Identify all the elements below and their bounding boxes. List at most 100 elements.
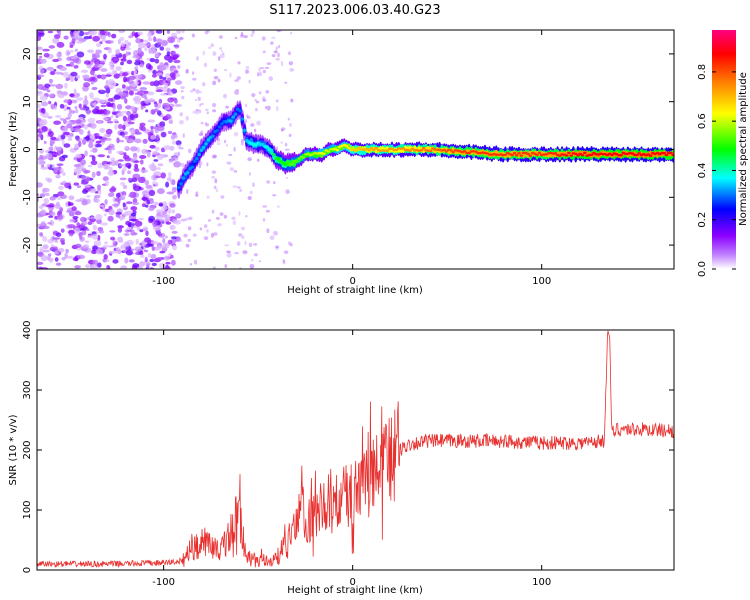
spectrogram-noise-cell <box>223 93 227 99</box>
spectrogram-noise-cell <box>144 98 150 104</box>
spectrogram-noise-cell <box>164 216 171 222</box>
spectrogram-noise-cell <box>113 73 120 79</box>
spectrogram-ridge-layer <box>177 100 674 199</box>
spectrogram-ridge-cell <box>233 112 238 116</box>
spectrogram-noise-cell <box>110 157 116 162</box>
spectrogram-noise-cell <box>207 30 211 33</box>
spectrogram-noise-cell <box>139 229 144 233</box>
spectrogram-noise-cell <box>99 35 107 40</box>
spectrogram-noise-cell <box>184 217 189 221</box>
spectrogram-noise-cell <box>62 172 66 176</box>
y-tick-label: -10 <box>22 189 33 205</box>
spectrogram-noise-cell <box>283 250 289 254</box>
spectrogram-noise-cell <box>189 89 194 93</box>
spectrogram-noise-cell <box>256 120 261 126</box>
spectrogram-noise-cell <box>67 137 73 142</box>
spectrogram-ridge-cell <box>267 148 272 152</box>
spectrogram-noise-cell <box>187 226 192 231</box>
spectrogram-noise-cell <box>37 46 43 51</box>
spectrogram-noise-cell <box>266 62 272 65</box>
spectrogram-noise-cell <box>105 93 110 98</box>
spectrogram-ridge-cell <box>335 149 340 152</box>
spectrogram-noise-cell <box>171 209 175 214</box>
spectrogram-noise-cell <box>90 216 95 220</box>
spectrogram-noise-cell <box>250 33 254 37</box>
spectrogram-noise-cell <box>160 93 166 96</box>
spectrogram-noise-cell <box>47 222 52 225</box>
spectrogram-noise-cell <box>63 131 70 136</box>
spectrogram-noise-cell <box>119 36 125 42</box>
spectrogram-noise-cell <box>127 121 135 125</box>
spectrogram-noise-cell <box>259 71 262 77</box>
spectrogram-noise-cell <box>168 130 172 135</box>
spectrogram-noise-cell <box>112 70 117 75</box>
spectrogram-noise-cell <box>112 196 117 203</box>
spectrogram-noise-cell <box>149 81 155 87</box>
spectrogram-noise-cell <box>180 162 185 168</box>
spectrogram-ridge-cell <box>583 151 587 155</box>
spectrogram-noise-cell <box>124 257 129 264</box>
spectrogram-noise-cell <box>56 163 64 166</box>
spectrogram-noise-cell <box>272 194 277 197</box>
spectrogram-noise-cell <box>247 156 252 162</box>
spectrogram-noise-cell <box>123 241 130 248</box>
spectrogram-noise-cell <box>133 160 140 163</box>
spectrogram-noise-cell <box>58 185 64 190</box>
spectrogram-noise-cell <box>106 155 110 159</box>
spectrogram-ridge-cell <box>569 154 573 157</box>
spectrogram-noise-cell <box>115 213 121 218</box>
spectrogram-noise-cell <box>224 244 230 247</box>
spectrogram-ridge-cell <box>610 153 614 157</box>
spectrogram-noise-cell <box>262 96 266 102</box>
spectrogram-noise-cell <box>123 152 127 157</box>
spectrogram-noise-cell <box>235 88 240 91</box>
spectrogram-noise-cell <box>80 181 88 185</box>
spectrogram-noise-cell <box>153 171 162 176</box>
spectrogram-noise-cell <box>49 247 56 252</box>
spectrogram-noise-cell <box>131 177 138 183</box>
spectrogram-noise-cell <box>133 156 138 160</box>
spectrogram-noise-cell <box>168 91 174 96</box>
spectrogram-noise-cell <box>89 76 96 82</box>
spectrogram-noise-cell <box>275 46 278 50</box>
spectrogram-noise-cell <box>262 36 266 41</box>
spectrogram-noise-cell <box>150 135 157 140</box>
spectrogram-noise-cell <box>104 241 108 245</box>
spectrogram-noise-cell <box>37 223 41 227</box>
spectrogram-noise-cell <box>165 181 170 188</box>
spectrogram-noise-cell <box>37 182 43 188</box>
spectrogram-noise-cell <box>148 119 155 123</box>
spectrogram-noise-cell <box>48 84 57 87</box>
spectrogram-noise-cell <box>132 263 140 268</box>
spectrogram-noise-cell <box>251 93 256 98</box>
y-tick-label: 10 <box>22 95 33 108</box>
spectrogram-noise-cell <box>178 36 184 41</box>
spectrogram-noise-cell <box>66 255 74 259</box>
spectrogram-noise-cell <box>93 240 102 247</box>
spectrogram-noise-cell <box>206 162 209 167</box>
spectrogram-noise-cell <box>205 108 209 111</box>
spectrogram-noise-cell <box>117 159 124 162</box>
spectrogram-noise-cell <box>105 128 113 135</box>
spectrogram-noise-cell <box>270 41 274 45</box>
spectrogram-noise-cell <box>287 117 290 121</box>
spectrogram-noise-cell <box>134 128 140 134</box>
spectrogram-noise-cell <box>217 56 221 61</box>
spectrogram-noise-cell <box>192 77 197 81</box>
spectrogram-noise-cell <box>172 245 177 251</box>
spectrogram-noise-cell <box>289 243 293 247</box>
spectrogram-noise-cell <box>167 97 175 103</box>
spectrogram-noise-cell <box>180 36 183 40</box>
spectrogram-noise-cell <box>204 224 208 229</box>
spectrogram-noise-cell <box>113 94 121 100</box>
spectrogram-ridge-cell <box>238 109 242 113</box>
spectrogram-noise-cell <box>97 262 102 268</box>
spectrogram-noise-cell <box>124 39 129 44</box>
spectrogram-noise-cell <box>63 71 69 78</box>
spectrogram-noise-cell <box>244 119 248 123</box>
spectrogram-ridge-cell <box>580 154 585 157</box>
spectrogram-noise-cell <box>249 264 255 269</box>
spectrogram-noise-cell <box>195 109 200 112</box>
spectrogram-noise-cell <box>157 42 162 45</box>
